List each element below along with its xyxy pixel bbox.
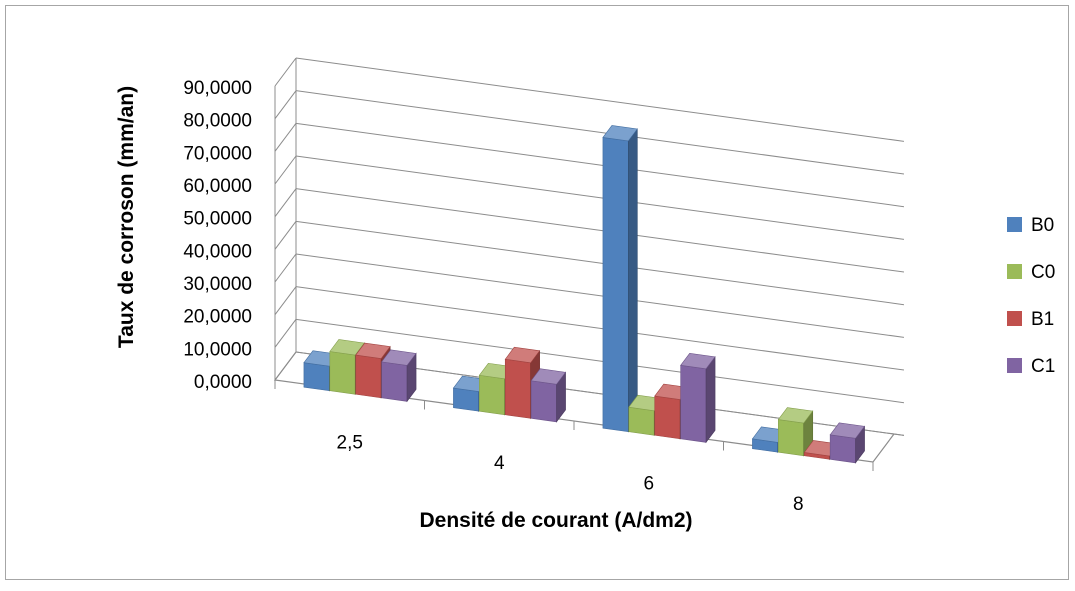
gridline [295, 286, 905, 371]
gridline-side [274, 155, 297, 185]
gridline-side [274, 90, 297, 119]
x-tick-label: 4 [494, 453, 505, 474]
bar [777, 407, 814, 457]
y-tick-label: 30,0000 [183, 274, 252, 295]
bar-top [680, 352, 716, 370]
gridline-side [274, 253, 297, 283]
bar-top [777, 407, 814, 424]
bar-front [530, 380, 557, 423]
bar-top [381, 349, 417, 366]
bar-top [504, 346, 541, 364]
legend-label: C1 [1031, 356, 1055, 377]
gridline [295, 122, 905, 208]
y-tick-label: 0,0000 [194, 372, 252, 393]
legend-swatch [1007, 358, 1022, 373]
x-axis-title: Densité de courant (A/dm2) [419, 509, 692, 532]
y-tick-label: 70,0000 [183, 143, 252, 164]
y-tick-label: 10,0000 [183, 339, 252, 360]
bar-front [381, 361, 408, 402]
gridline-side [274, 221, 297, 250]
bar-front [303, 362, 330, 392]
bar-front [680, 364, 707, 443]
legend-label: B0 [1031, 215, 1054, 236]
bar-front [778, 419, 805, 457]
legend-item: C0 [1007, 262, 1055, 283]
bar-side [705, 355, 716, 444]
gridline [295, 57, 905, 142]
bar-front [628, 406, 655, 436]
bar-top [329, 339, 365, 356]
bar-top [355, 342, 391, 359]
legend-label: B1 [1031, 309, 1054, 330]
legend-item: B0 [1007, 215, 1054, 236]
bar-front [453, 387, 480, 412]
bar-front [829, 434, 856, 464]
bar-front [329, 351, 356, 395]
y-tick-label: 40,0000 [183, 241, 252, 262]
bar [680, 352, 716, 444]
bar-side [628, 128, 638, 433]
y-axis-title: Taux de corroson (mm/an) [115, 86, 138, 348]
bar-front [479, 374, 506, 416]
legend: B0 C0 B1 C1 [1007, 215, 1055, 377]
gridline [295, 155, 905, 240]
gridline-side [274, 123, 297, 152]
legend-swatch [1007, 217, 1022, 232]
x-tick-label: 2,5 [337, 432, 363, 453]
y-tick-label: 90,0000 [183, 78, 252, 99]
bar-top [530, 368, 567, 385]
bar-front [355, 354, 382, 399]
bar [381, 349, 417, 403]
legend-swatch [1007, 264, 1022, 279]
legend-label: C0 [1031, 262, 1055, 283]
legend-swatch [1007, 311, 1022, 326]
bar-front [654, 395, 681, 440]
y-tick-label: 50,0000 [183, 209, 252, 230]
y-tick-label: 60,0000 [183, 176, 252, 197]
gridline [295, 253, 905, 338]
bar [602, 125, 638, 433]
gridline [295, 220, 905, 306]
gridline [295, 318, 905, 404]
legend-item: B1 [1007, 309, 1054, 330]
bar-front [602, 137, 629, 433]
gridline-side [274, 286, 297, 315]
gridlines [274, 57, 905, 436]
y-tick-label: 80,0000 [183, 111, 252, 132]
bar [829, 422, 866, 464]
gridline-side [274, 188, 297, 217]
bar-top [602, 125, 638, 142]
gridline [295, 188, 905, 273]
x-tick-label: 6 [643, 473, 654, 494]
legend-item: C1 [1007, 356, 1055, 377]
bar-front [504, 358, 531, 419]
bars [303, 125, 866, 464]
gridline [295, 90, 905, 175]
bar [530, 368, 567, 423]
gridline-side [274, 57, 297, 87]
gridline-side [274, 319, 297, 348]
bar-top [829, 422, 866, 439]
y-tick-label: 20,0000 [183, 307, 252, 328]
axis-labels: 0,0000 10,0000 20,0000 30,0000 40,0000 50,000… [183, 78, 803, 515]
chart-area-border [5, 5, 1069, 580]
x-tick-label: 8 [793, 494, 804, 515]
